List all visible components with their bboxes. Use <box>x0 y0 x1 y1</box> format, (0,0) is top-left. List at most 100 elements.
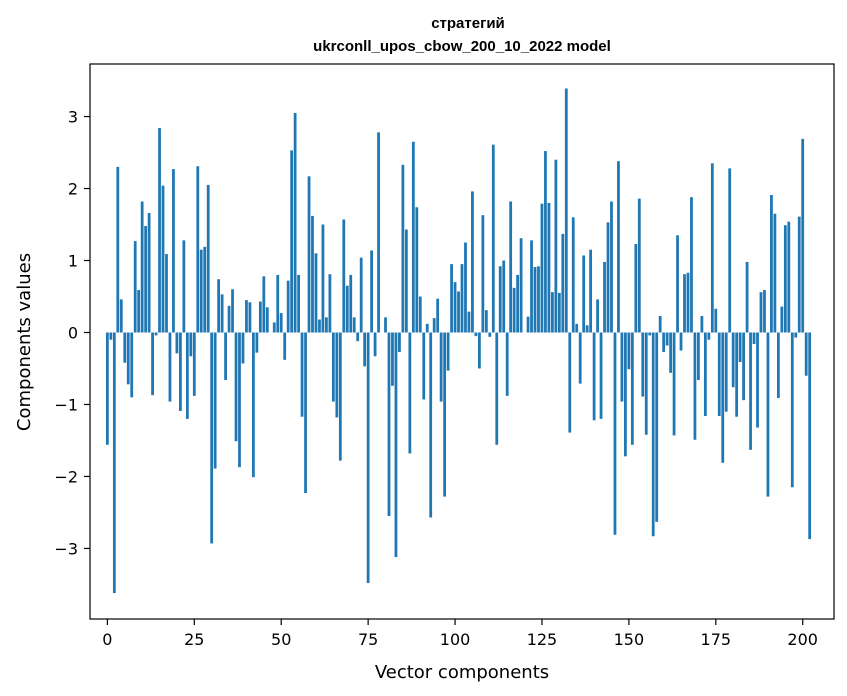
bar-63 <box>325 317 328 333</box>
y-axis-label: Components values <box>14 253 35 431</box>
bar-155 <box>644 332 648 435</box>
bar-37 <box>234 332 238 442</box>
y-tick-label-1: 1 <box>68 252 78 271</box>
bar-98 <box>446 332 450 371</box>
bar-23 <box>185 332 189 419</box>
bar-22 <box>182 240 186 333</box>
bar-series <box>105 88 812 594</box>
bar-45 <box>262 276 266 333</box>
chart-title: стратегий <box>431 15 505 32</box>
bar-154 <box>641 332 645 397</box>
bar-85 <box>401 164 405 333</box>
bar-168 <box>690 197 693 333</box>
bar-164 <box>676 235 679 333</box>
bar-35 <box>227 305 231 333</box>
bar-158 <box>655 332 659 522</box>
bar-106 <box>474 332 478 337</box>
bar-11 <box>144 225 148 333</box>
bar-77 <box>373 332 377 357</box>
bar-179 <box>728 168 732 333</box>
bar-137 <box>582 255 586 333</box>
bar-102 <box>460 264 464 333</box>
bar-156 <box>648 332 652 336</box>
bar-49 <box>276 274 280 333</box>
bar-95 <box>436 298 440 333</box>
bar-147 <box>617 161 620 333</box>
bar-10 <box>140 201 144 333</box>
bar-121 <box>526 316 530 333</box>
bar-0 <box>105 332 109 445</box>
bar-130 <box>557 292 561 333</box>
bar-28 <box>203 246 207 333</box>
bar-5 <box>123 332 127 363</box>
bar-123 <box>533 267 537 333</box>
bar-196 <box>787 221 791 333</box>
bar-127 <box>547 202 551 333</box>
y-tick-label-2: 2 <box>68 180 78 199</box>
bar-36 <box>231 289 234 333</box>
bar-96 <box>439 332 443 402</box>
y-tick-label--2: −2 <box>54 467 78 486</box>
bar-129 <box>554 159 558 333</box>
bar-180 <box>731 332 735 388</box>
bar-72 <box>356 332 360 342</box>
bar-119 <box>519 238 523 333</box>
bar-2 <box>112 332 116 594</box>
bar-60 <box>314 253 318 333</box>
bar-178 <box>724 332 728 412</box>
bar-52 <box>286 280 290 333</box>
bar-124 <box>537 266 540 333</box>
bar-146 <box>613 332 617 535</box>
bar-101 <box>457 291 460 333</box>
bar-128 <box>551 292 554 333</box>
x-tick-label-25: 25 <box>184 630 204 649</box>
bar-170 <box>697 332 700 381</box>
bar-183 <box>742 332 745 401</box>
bar-30 <box>210 332 214 544</box>
bar-161 <box>665 332 669 346</box>
bar-115 <box>505 332 509 396</box>
bar-181 <box>735 332 739 417</box>
x-tick-label-200: 200 <box>787 630 818 649</box>
bar-70 <box>349 274 353 333</box>
bar-86 <box>404 229 408 333</box>
bar-151 <box>630 332 634 445</box>
bar-153 <box>637 198 641 333</box>
bar-75 <box>366 332 370 584</box>
bar-55 <box>297 274 300 333</box>
bar-108 <box>481 215 485 333</box>
bar-116 <box>509 201 513 333</box>
bar-145 <box>610 201 613 333</box>
bar-126 <box>544 151 547 333</box>
bar-39 <box>241 332 245 364</box>
bar-83 <box>394 332 398 558</box>
bar-104 <box>467 311 471 333</box>
bar-134 <box>571 217 575 333</box>
bar-160 <box>662 332 666 352</box>
bar-171 <box>700 315 704 333</box>
bar-109 <box>484 310 488 333</box>
bar-18 <box>168 332 172 402</box>
bar-15 <box>158 128 161 333</box>
bar-111 <box>491 144 495 333</box>
bar-34 <box>224 332 227 381</box>
bar-89 <box>415 207 419 333</box>
bar-157 <box>651 332 655 537</box>
bar-91 <box>422 332 426 400</box>
bar-114 <box>502 260 506 333</box>
y-axis: −3 −2 −1 0 1 2 3 <box>54 108 90 558</box>
bar-7 <box>130 332 134 398</box>
bar-74 <box>363 332 367 367</box>
bar-172 <box>703 332 707 416</box>
bar-81 <box>387 332 391 517</box>
bar-191 <box>770 195 773 333</box>
y-tick-label--3: −3 <box>54 539 78 558</box>
bar-193 <box>776 332 780 399</box>
bar-169 <box>693 332 697 440</box>
bar-187 <box>756 332 759 428</box>
bar-165 <box>679 332 683 351</box>
bar-40 <box>245 300 248 333</box>
bar-198 <box>794 332 798 338</box>
bar-16 <box>161 185 165 333</box>
bar-31 <box>213 332 217 469</box>
